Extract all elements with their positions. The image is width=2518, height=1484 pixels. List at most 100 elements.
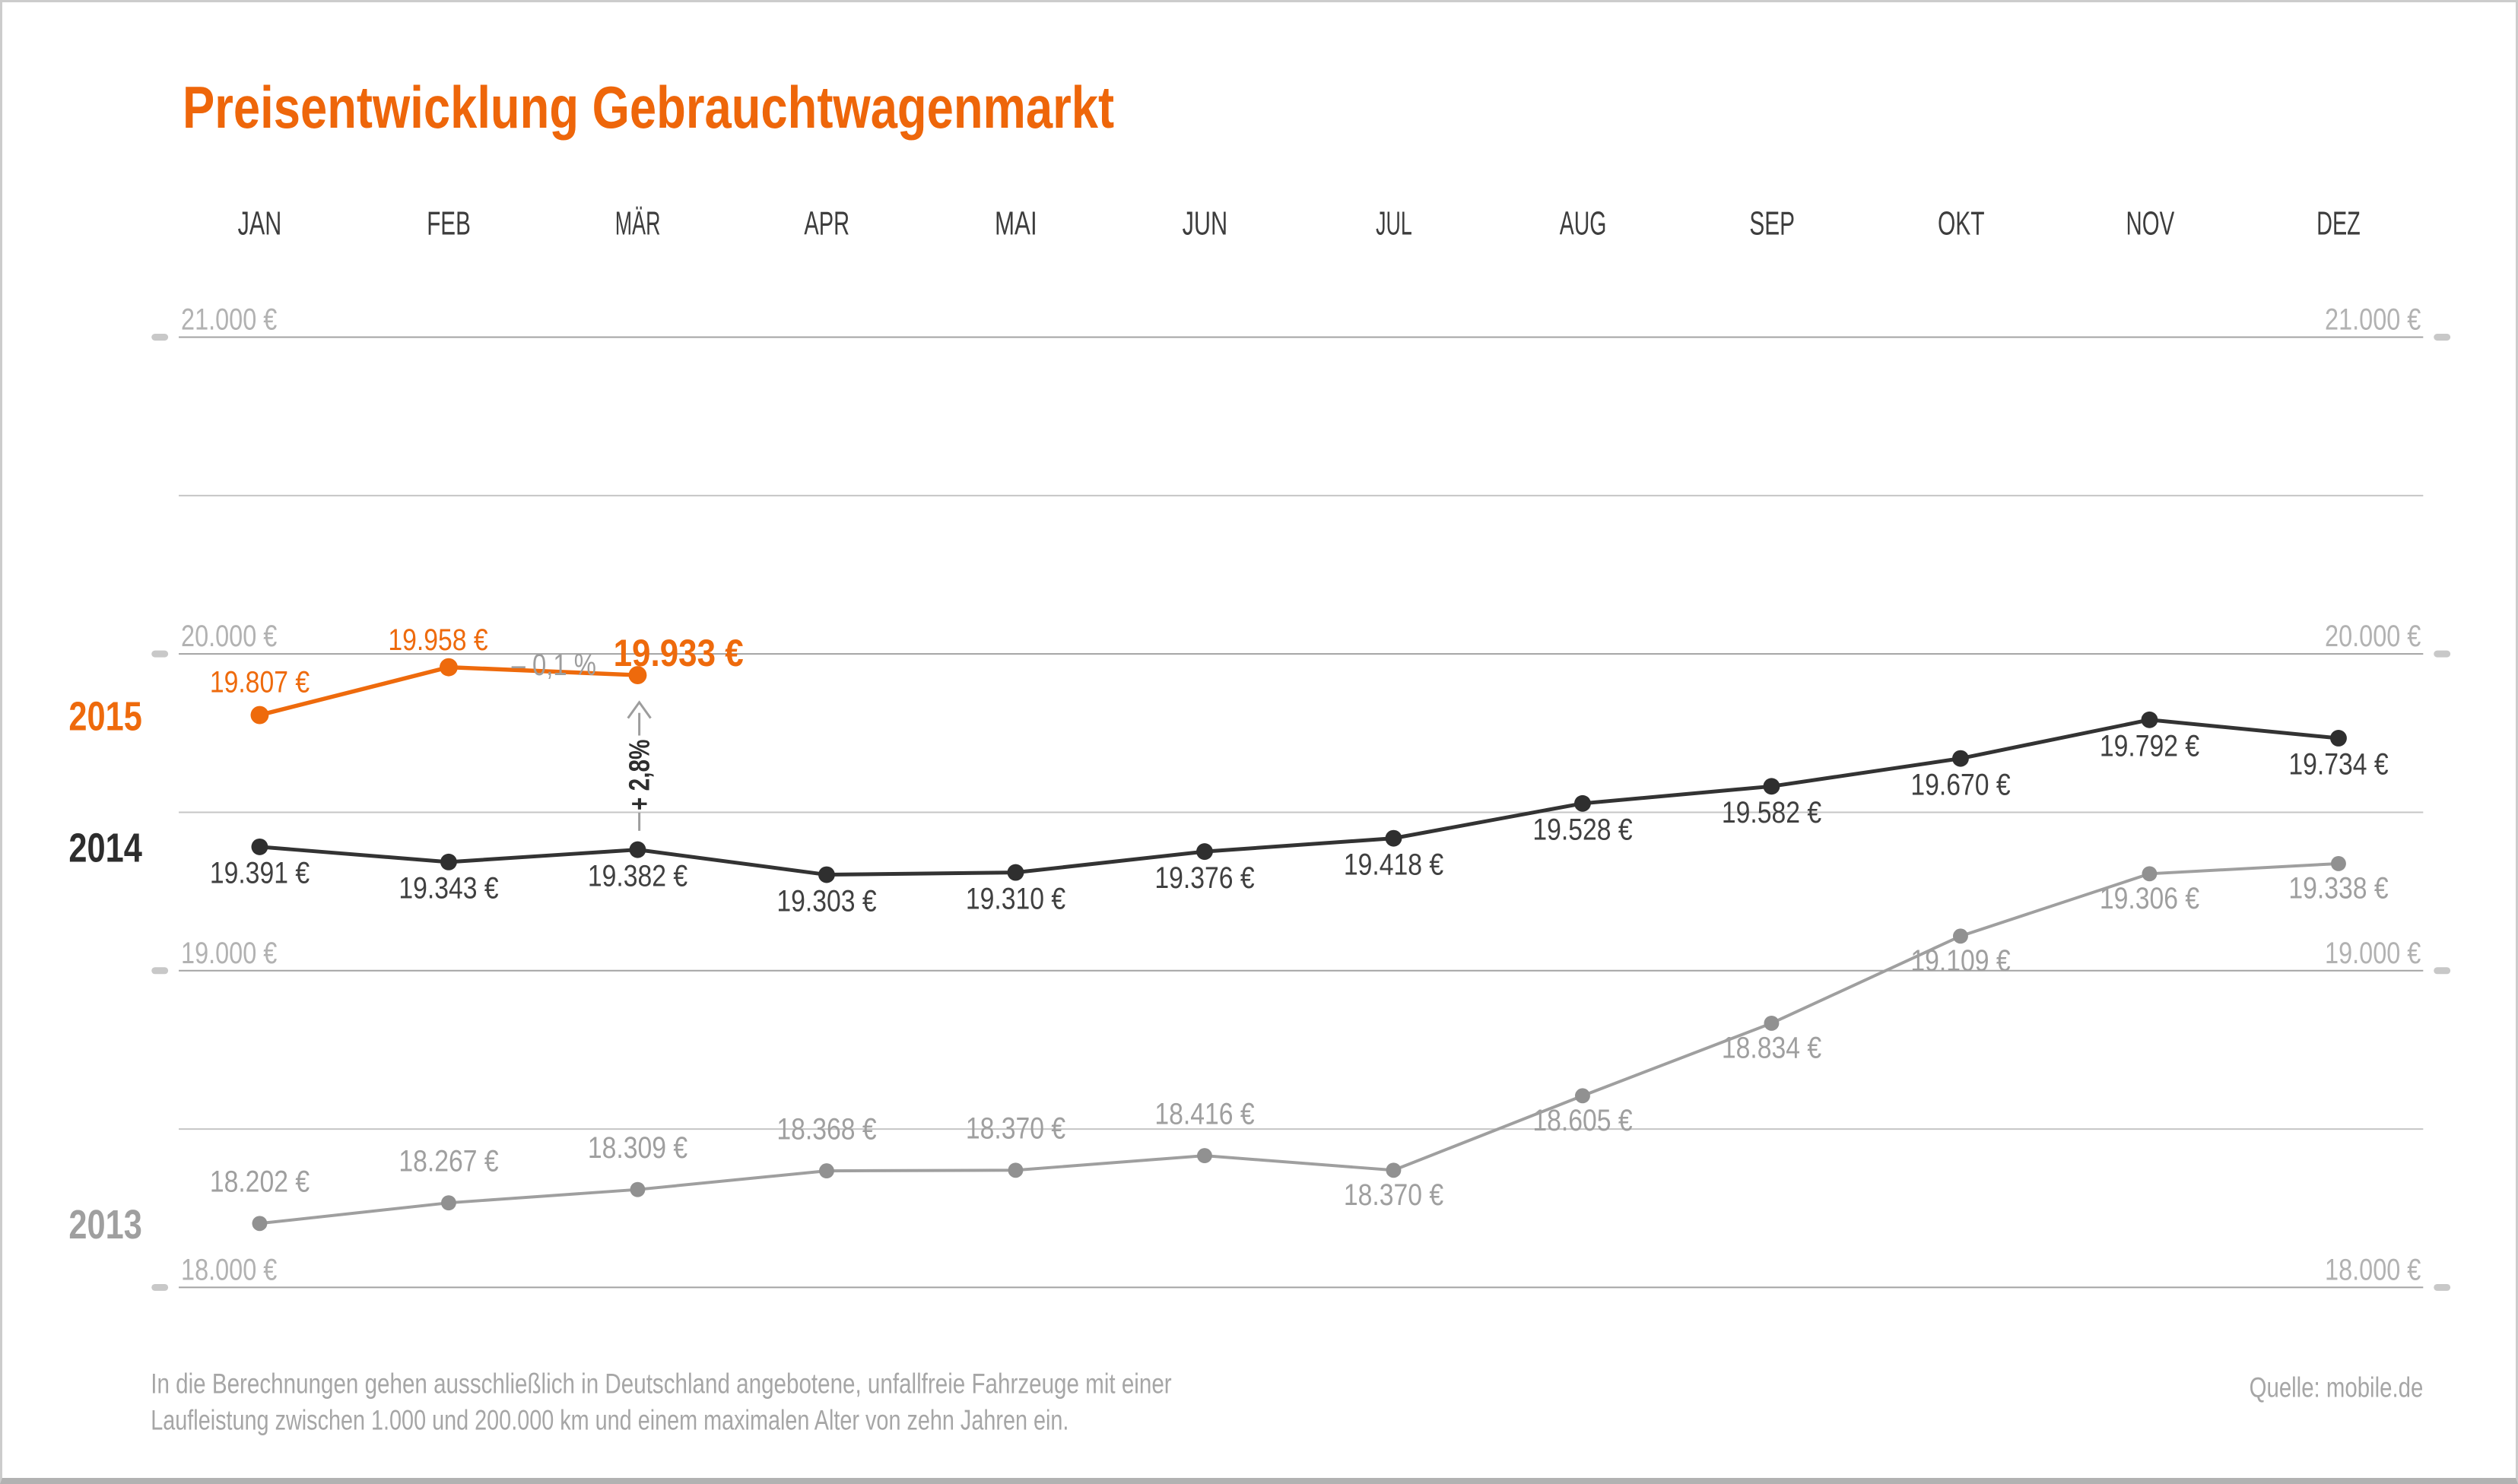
value-label-2013: 18.370 € [1344, 1178, 1443, 1212]
data-point-2014 [1763, 778, 1780, 795]
month-label-okt: OKT [1938, 205, 1985, 242]
y-axis-label-left-21000: 21.000 € [181, 303, 277, 337]
data-point-2013 [1386, 1162, 1402, 1178]
month-label-jun: JUN [1183, 205, 1228, 242]
data-point-2013 [252, 1216, 268, 1232]
series-label-2013: 2013 [68, 1202, 141, 1248]
month-label-jul: JUL [1376, 205, 1412, 242]
data-point-2014 [629, 841, 646, 858]
yoy-arrow [627, 700, 652, 831]
data-point-2015 [440, 658, 458, 677]
y-axis-tick-right [2434, 334, 2451, 341]
footnote-line-2: Laufleistung zwischen 1.000 und 200.000 … [151, 1404, 1068, 1435]
value-label-2013: 19.338 € [2288, 872, 2388, 905]
value-label-2013: 18.309 € [588, 1131, 687, 1165]
value-label-2014: 19.418 € [1344, 848, 1443, 881]
y-axis-left: 21.000 € 20.000 € 19.000 € 18.000 € [181, 303, 277, 1287]
y-axis-tick-right [2434, 1283, 2451, 1291]
value-label-2014: 19.391 € [210, 857, 310, 890]
data-point-2014 [2141, 711, 2158, 728]
y-axis-tick-left [151, 967, 169, 975]
month-label-feb: FEB [427, 205, 471, 242]
data-point-2013 [1197, 1148, 1212, 1164]
month-label-mar: MÄR [615, 205, 661, 242]
data-point-2014 [1385, 829, 1402, 847]
y-axis-label-right-18000: 18.000 € [2325, 1253, 2421, 1286]
series-line-2013 [259, 861, 2339, 1226]
value-label-2013: 18.202 € [210, 1165, 310, 1198]
value-label-2014: 19.343 € [398, 872, 498, 905]
value-label-2013: 18.368 € [776, 1112, 876, 1146]
source-credit: Quelle: mobile.de [2250, 1372, 2424, 1403]
series-label-2014: 2014 [68, 826, 142, 871]
value-label-2014: 19.582 € [1722, 796, 1821, 829]
y-axis-label-right-20000: 20.000 € [2325, 620, 2421, 653]
year-labels: 2015 2014 2013 [68, 694, 142, 1248]
value-label-2013: 18.834 € [1722, 1032, 1821, 1065]
month-label-aug: AUG [1560, 205, 1607, 242]
plot-area: 18.202 € 18.267 € 18.309 € 18.368 € 18.370 €… [151, 334, 2451, 1291]
data-point-2013 [2331, 856, 2346, 871]
y-axis-label-left-20000: 20.000 € [181, 620, 277, 653]
data-point-2014 [2330, 730, 2347, 747]
y-axis-label-left-18000: 18.000 € [181, 1253, 277, 1286]
y-axis-tick-left [151, 650, 169, 658]
data-point-2015 [628, 666, 647, 684]
month-label-apr: APR [804, 205, 849, 242]
data-point-2013 [441, 1195, 456, 1211]
value-label-2015: 19.807 € [210, 666, 310, 699]
data-point-2014 [1574, 794, 1591, 812]
data-point-2013 [2142, 866, 2158, 882]
month-label-jan: JAN [238, 205, 282, 242]
series-line-2014 [259, 718, 2339, 877]
data-point-2014 [440, 853, 457, 870]
page-title: Preisentwicklung Gebrauchtwagenmarkt [183, 75, 1114, 141]
data-point-2014 [818, 866, 835, 883]
month-label-sep: SEP [1749, 205, 1795, 242]
y-axis-tick-left [151, 334, 169, 341]
value-label-2014: 19.376 € [1154, 861, 1254, 895]
month-axis: JAN FEB MÄR APR MAI JUN JUL AUG SEP OKT … [238, 205, 2361, 242]
month-label-nov: NOV [2126, 205, 2175, 242]
data-point-2013 [1953, 928, 1968, 944]
data-point-2013 [1764, 1015, 1780, 1031]
value-label-2014: 19.382 € [588, 859, 687, 893]
data-point-2013 [1008, 1162, 1024, 1178]
value-label-2013: 18.605 € [1532, 1104, 1632, 1137]
data-point-2015 [250, 706, 269, 725]
value-label-2015: 19.933 € [614, 632, 744, 674]
data-point-2013 [1575, 1088, 1590, 1104]
y-axis-tick-left [151, 1283, 169, 1291]
y-axis-label-left-19000: 19.000 € [181, 937, 277, 970]
data-point-2014 [1007, 864, 1024, 881]
value-label-2013: 19.109 € [1910, 944, 2010, 978]
value-label-2013: 18.416 € [1154, 1097, 1254, 1130]
y-axis-label-right-19000: 19.000 € [2325, 937, 2421, 970]
y-axis-label-right-21000: 21.000 € [2325, 303, 2421, 337]
value-label-2013: 19.306 € [2100, 882, 2199, 915]
value-label-2014: 19.792 € [2100, 730, 2199, 763]
value-label-2014: 19.303 € [776, 884, 876, 918]
data-point-2014 [251, 838, 268, 855]
yoy-change-annotation: + 2,8% [624, 740, 656, 810]
data-point-2014 [1196, 843, 1213, 861]
series-label-2015: 2015 [68, 694, 141, 740]
month-label-dez: DEZ [2316, 205, 2361, 242]
data-point-2014 [1952, 750, 1969, 767]
data-point-2013 [630, 1181, 646, 1197]
footnote-line-1: In die Berechnungen gehen ausschließlich… [151, 1368, 1171, 1400]
value-label-2013: 18.370 € [966, 1112, 1065, 1146]
value-label-2014: 19.670 € [1910, 768, 2010, 801]
value-label-2015: 19.958 € [388, 623, 487, 657]
value-label-2014: 19.734 € [2288, 748, 2388, 782]
value-label-2014: 19.528 € [1532, 813, 1632, 847]
data-point-2013 [819, 1163, 834, 1179]
value-label-2013: 18.267 € [398, 1144, 498, 1178]
y-axis-tick-right [2434, 650, 2451, 658]
month-label-mai: MAI [995, 205, 1037, 242]
y-axis-right: 21.000 € 20.000 € 19.000 € 18.000 € [2325, 303, 2421, 1287]
mom-change-annotation: – 0,1 % [512, 648, 596, 682]
y-axis-tick-right [2434, 967, 2451, 975]
